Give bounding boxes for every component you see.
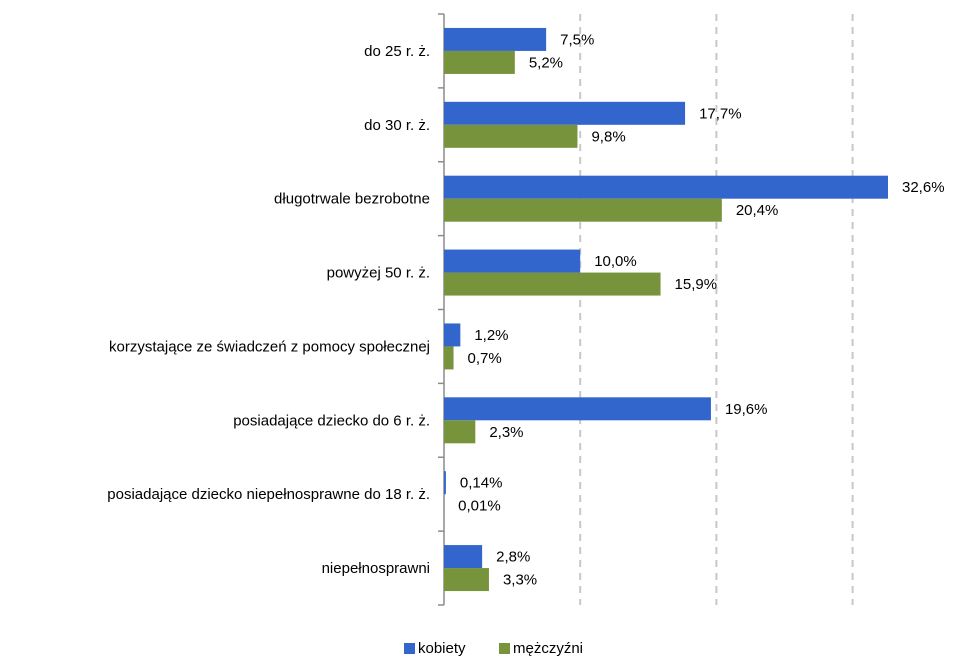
data-label: 1,2% (474, 327, 508, 344)
data-label: 0,01% (458, 498, 501, 515)
bar-mezczyzni (444, 568, 489, 592)
category-label: korzystające ze świadczeń z pomocy społe… (109, 338, 430, 355)
bar-kobiety (444, 323, 461, 347)
bar-mezczyzni (444, 420, 476, 444)
category-label: niepełnosprawni (322, 560, 430, 577)
data-label: 2,3% (489, 424, 523, 441)
bar-kobiety (444, 397, 711, 421)
data-label: 20,4% (736, 202, 779, 219)
bar-kobiety (444, 101, 686, 125)
category-label: do 30 r. ż. (364, 117, 430, 134)
data-label: 10,0% (594, 253, 637, 270)
bar-kobiety (444, 249, 581, 273)
data-label: 19,6% (725, 401, 768, 418)
legend-swatch (404, 643, 415, 654)
bars (444, 27, 888, 592)
legend-swatch (499, 643, 510, 654)
bar-mezczyzni (444, 346, 454, 370)
category-label: długotrwale bezrobotne (274, 191, 430, 208)
bar-kobiety (444, 175, 888, 199)
bar-mezczyzni (444, 50, 515, 74)
bar-mezczyzni (444, 198, 722, 222)
data-label: 2,8% (496, 549, 530, 566)
bar-mezczyzni (444, 272, 661, 296)
data-label: 15,9% (675, 276, 718, 293)
data-label: 32,6% (902, 179, 945, 196)
data-label: 3,3% (503, 572, 537, 589)
category-label: powyżej 50 r. ż. (327, 265, 430, 282)
data-label: 17,7% (699, 105, 742, 122)
category-label: posiadające dziecko do 6 r. ż. (233, 412, 430, 429)
bar-mezczyzni (444, 124, 578, 148)
data-label: 7,5% (560, 31, 594, 48)
bar-kobiety (444, 545, 483, 569)
data-label: 0,7% (468, 350, 502, 367)
bar-kobiety (444, 27, 547, 51)
legend: kobiety mężczyźni (404, 640, 583, 657)
data-label: 9,8% (591, 128, 625, 145)
data-label: 5,2% (529, 54, 563, 71)
legend-label: kobiety (418, 640, 466, 657)
category-axis: do 25 r. ż. do 30 r. ż. długotrwale bezrob… (107, 13, 445, 606)
bar-kobiety (444, 471, 446, 495)
data-label: 0,14% (460, 475, 503, 492)
labels: 7,5% 5,2% 17,7% 9,8% 32,6% 20,4% 10,0% 15,9% 1,2… (458, 31, 944, 588)
category-label: posiadające dziecko niepełnosprawne do 1… (107, 486, 430, 503)
category-label: do 25 r. ż. (364, 43, 430, 60)
legend-label: mężczyźni (513, 640, 583, 657)
